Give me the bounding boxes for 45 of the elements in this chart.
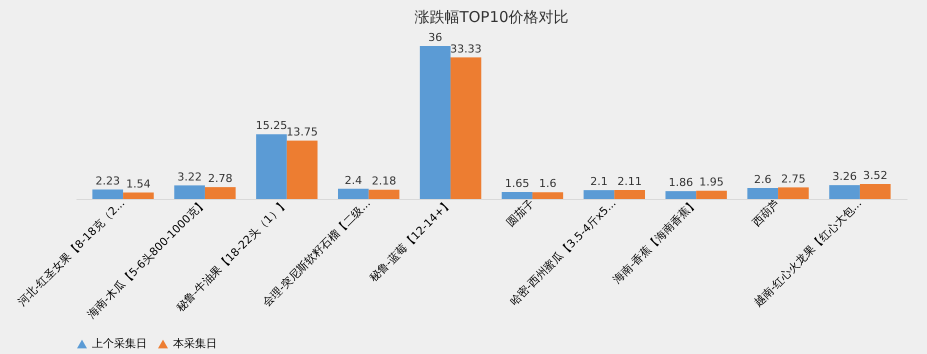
bar <box>502 192 532 199</box>
bar <box>614 190 646 199</box>
bar <box>665 191 696 199</box>
bar <box>92 190 124 199</box>
data-label: 2.18 <box>372 174 396 188</box>
bar <box>338 188 369 199</box>
data-label: 13.75 <box>286 126 318 139</box>
bar <box>532 192 564 199</box>
bar <box>829 185 860 199</box>
legend-label: 上个采集日 <box>92 337 147 350</box>
data-label: 15.25 <box>256 119 288 132</box>
data-label: 36 <box>428 31 442 44</box>
legend-label: 本采集日 <box>173 337 217 350</box>
data-label: 2.75 <box>781 172 806 186</box>
data-label: 3.26 <box>832 170 857 184</box>
bar <box>174 185 205 199</box>
data-label: 1.86 <box>668 176 694 190</box>
data-label: 2.1 <box>590 175 608 188</box>
data-label: 3.52 <box>863 169 888 182</box>
data-label: 2.23 <box>95 174 120 188</box>
x-tick-label: 圆茄子 <box>504 196 537 230</box>
chart-title: 涨跌幅TOP10价格对比 <box>414 8 569 26</box>
data-label: 2.6 <box>754 172 772 186</box>
data-label: 2.11 <box>617 175 642 188</box>
data-label: 1.6 <box>539 177 557 190</box>
bar <box>450 57 482 199</box>
data-label: 1.54 <box>126 177 151 190</box>
data-label: 1.95 <box>699 176 724 189</box>
bar <box>696 190 727 199</box>
bar <box>204 187 236 199</box>
bar <box>584 190 614 199</box>
bar <box>860 184 891 199</box>
bar <box>123 192 154 199</box>
bar <box>368 190 400 199</box>
bar <box>747 188 778 199</box>
x-tick-label: 西葫芦 <box>750 196 782 230</box>
data-label: 3.22 <box>177 170 202 184</box>
data-label: 1.65 <box>504 176 530 190</box>
data-label: 33.33 <box>450 42 482 56</box>
data-label: 2.4 <box>344 174 362 187</box>
bar <box>286 140 318 199</box>
bar <box>420 46 451 199</box>
data-label: 2.78 <box>208 172 233 186</box>
bar <box>778 187 809 199</box>
bar <box>256 134 287 199</box>
